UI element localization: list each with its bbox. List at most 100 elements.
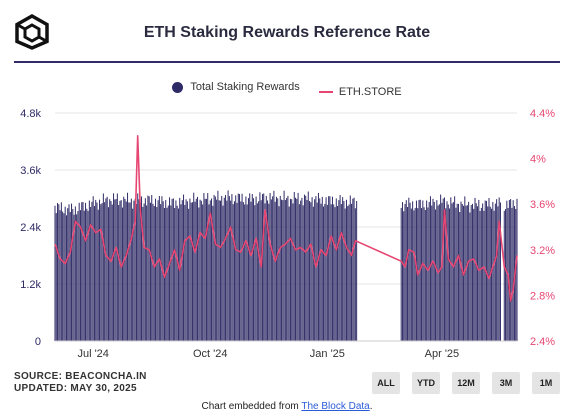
range-button-1m[interactable]: 1M	[532, 372, 560, 394]
rewards-bar	[188, 208, 190, 341]
rewards-bar	[343, 201, 345, 341]
rewards-bar	[435, 209, 437, 341]
right-axis-tick-label: 3.6%	[530, 199, 555, 211]
rewards-bar	[492, 202, 494, 341]
rewards-bar	[181, 200, 183, 341]
rewards-bar	[282, 200, 284, 341]
rewards-bar	[349, 195, 351, 341]
rewards-bar	[100, 204, 102, 341]
rewards-bar	[465, 205, 467, 341]
rewards-bar	[203, 192, 205, 341]
rewards-bar	[479, 210, 481, 341]
rewards-bar	[92, 196, 94, 341]
rewards-bar	[90, 206, 92, 341]
left-axis-tick-label: 3.6k	[20, 165, 41, 177]
rewards-bar	[83, 210, 85, 341]
chart-legend: Total Staking Rewards ETH.STORE	[0, 81, 574, 98]
rewards-bar	[309, 201, 311, 341]
rewards-bar	[180, 204, 182, 341]
rewards-bar	[471, 203, 473, 341]
range-button-12m[interactable]: 12M	[452, 372, 480, 394]
rewards-bar	[426, 200, 428, 341]
rewards-bar	[456, 203, 458, 341]
rewards-bar	[326, 204, 328, 341]
rewards-bar	[431, 205, 433, 341]
rewards-bar	[87, 210, 89, 341]
rewards-bar	[111, 204, 113, 341]
range-button-3m[interactable]: 3M	[492, 372, 520, 394]
rewards-bar	[305, 195, 307, 341]
rewards-bar	[130, 198, 132, 341]
rewards-bar	[428, 201, 430, 341]
rewards-bar	[72, 208, 74, 341]
rewards-bar	[129, 202, 131, 341]
rewards-bar	[189, 198, 191, 341]
rewards-bar	[158, 195, 160, 341]
rewards-bar	[157, 200, 159, 341]
rewards-bar	[291, 199, 293, 341]
rewards-bar	[345, 199, 347, 341]
rewards-bar	[236, 202, 238, 341]
rewards-bar	[483, 210, 485, 341]
rewards-bar	[265, 195, 267, 341]
rewards-bar	[167, 205, 169, 341]
rewards-bar	[120, 200, 122, 341]
rewards-bar	[446, 201, 448, 341]
rewards-bar	[438, 204, 440, 341]
rewards-bar	[77, 211, 79, 341]
rewards-bar	[107, 207, 109, 341]
rewards-bar	[191, 202, 193, 341]
rewards-bar	[329, 196, 331, 341]
rewards-bar	[183, 194, 185, 341]
rewards-bar	[143, 203, 145, 341]
rewards-bar	[205, 198, 207, 341]
legend-item-line[interactable]: ETH.STORE	[318, 86, 402, 98]
rewards-bar	[505, 209, 507, 341]
rewards-bar	[293, 192, 295, 341]
left-axis-tick-label: 2.4k	[20, 222, 41, 234]
rewards-bar	[106, 196, 108, 341]
rewards-bar	[340, 204, 342, 341]
rewards-bar	[193, 192, 195, 341]
rewards-bar	[156, 207, 158, 341]
rewards-bar	[258, 201, 260, 341]
rewards-bar	[306, 200, 308, 341]
rewards-bar	[124, 198, 126, 341]
rewards-bar	[352, 198, 354, 341]
rewards-bar	[289, 198, 291, 341]
rewards-bar	[496, 199, 498, 341]
rewards-bar	[337, 205, 339, 341]
rewards-bar	[315, 196, 317, 341]
rewards-bar	[242, 202, 244, 341]
rewards-bar	[88, 200, 90, 341]
rewards-bar	[240, 201, 242, 341]
rewards-bar	[109, 199, 111, 341]
embed-link[interactable]: The Block Data	[301, 401, 370, 412]
rewards-bar	[95, 199, 97, 341]
legend-item-bars[interactable]: Total Staking Rewards	[172, 81, 300, 93]
range-button-ytd[interactable]: YTD	[412, 372, 440, 394]
rewards-bar	[459, 212, 461, 341]
rewards-bar	[104, 202, 106, 341]
rewards-bar	[134, 198, 136, 341]
rewards-bar	[287, 195, 289, 341]
rewards-bar	[259, 192, 261, 341]
legend-line-swatch	[318, 90, 333, 93]
rewards-bar	[64, 206, 66, 341]
rewards-bar	[176, 205, 178, 341]
rewards-bar	[328, 196, 330, 341]
rewards-bar	[207, 193, 209, 341]
rewards-bar	[512, 200, 514, 341]
rewards-bar	[273, 190, 275, 341]
rewards-bar	[146, 205, 148, 341]
rewards-bar	[149, 202, 151, 341]
rewards-bar	[85, 202, 87, 341]
rewards-bar	[311, 197, 313, 341]
rewards-bar	[62, 211, 64, 341]
left-axis-tick-label: 4.8k	[20, 108, 41, 120]
rewards-bar	[76, 214, 78, 341]
range-button-all[interactable]: ALL	[372, 372, 400, 394]
rewards-bar	[409, 202, 411, 341]
rewards-bar	[511, 207, 513, 341]
rewards-bar	[142, 206, 144, 341]
